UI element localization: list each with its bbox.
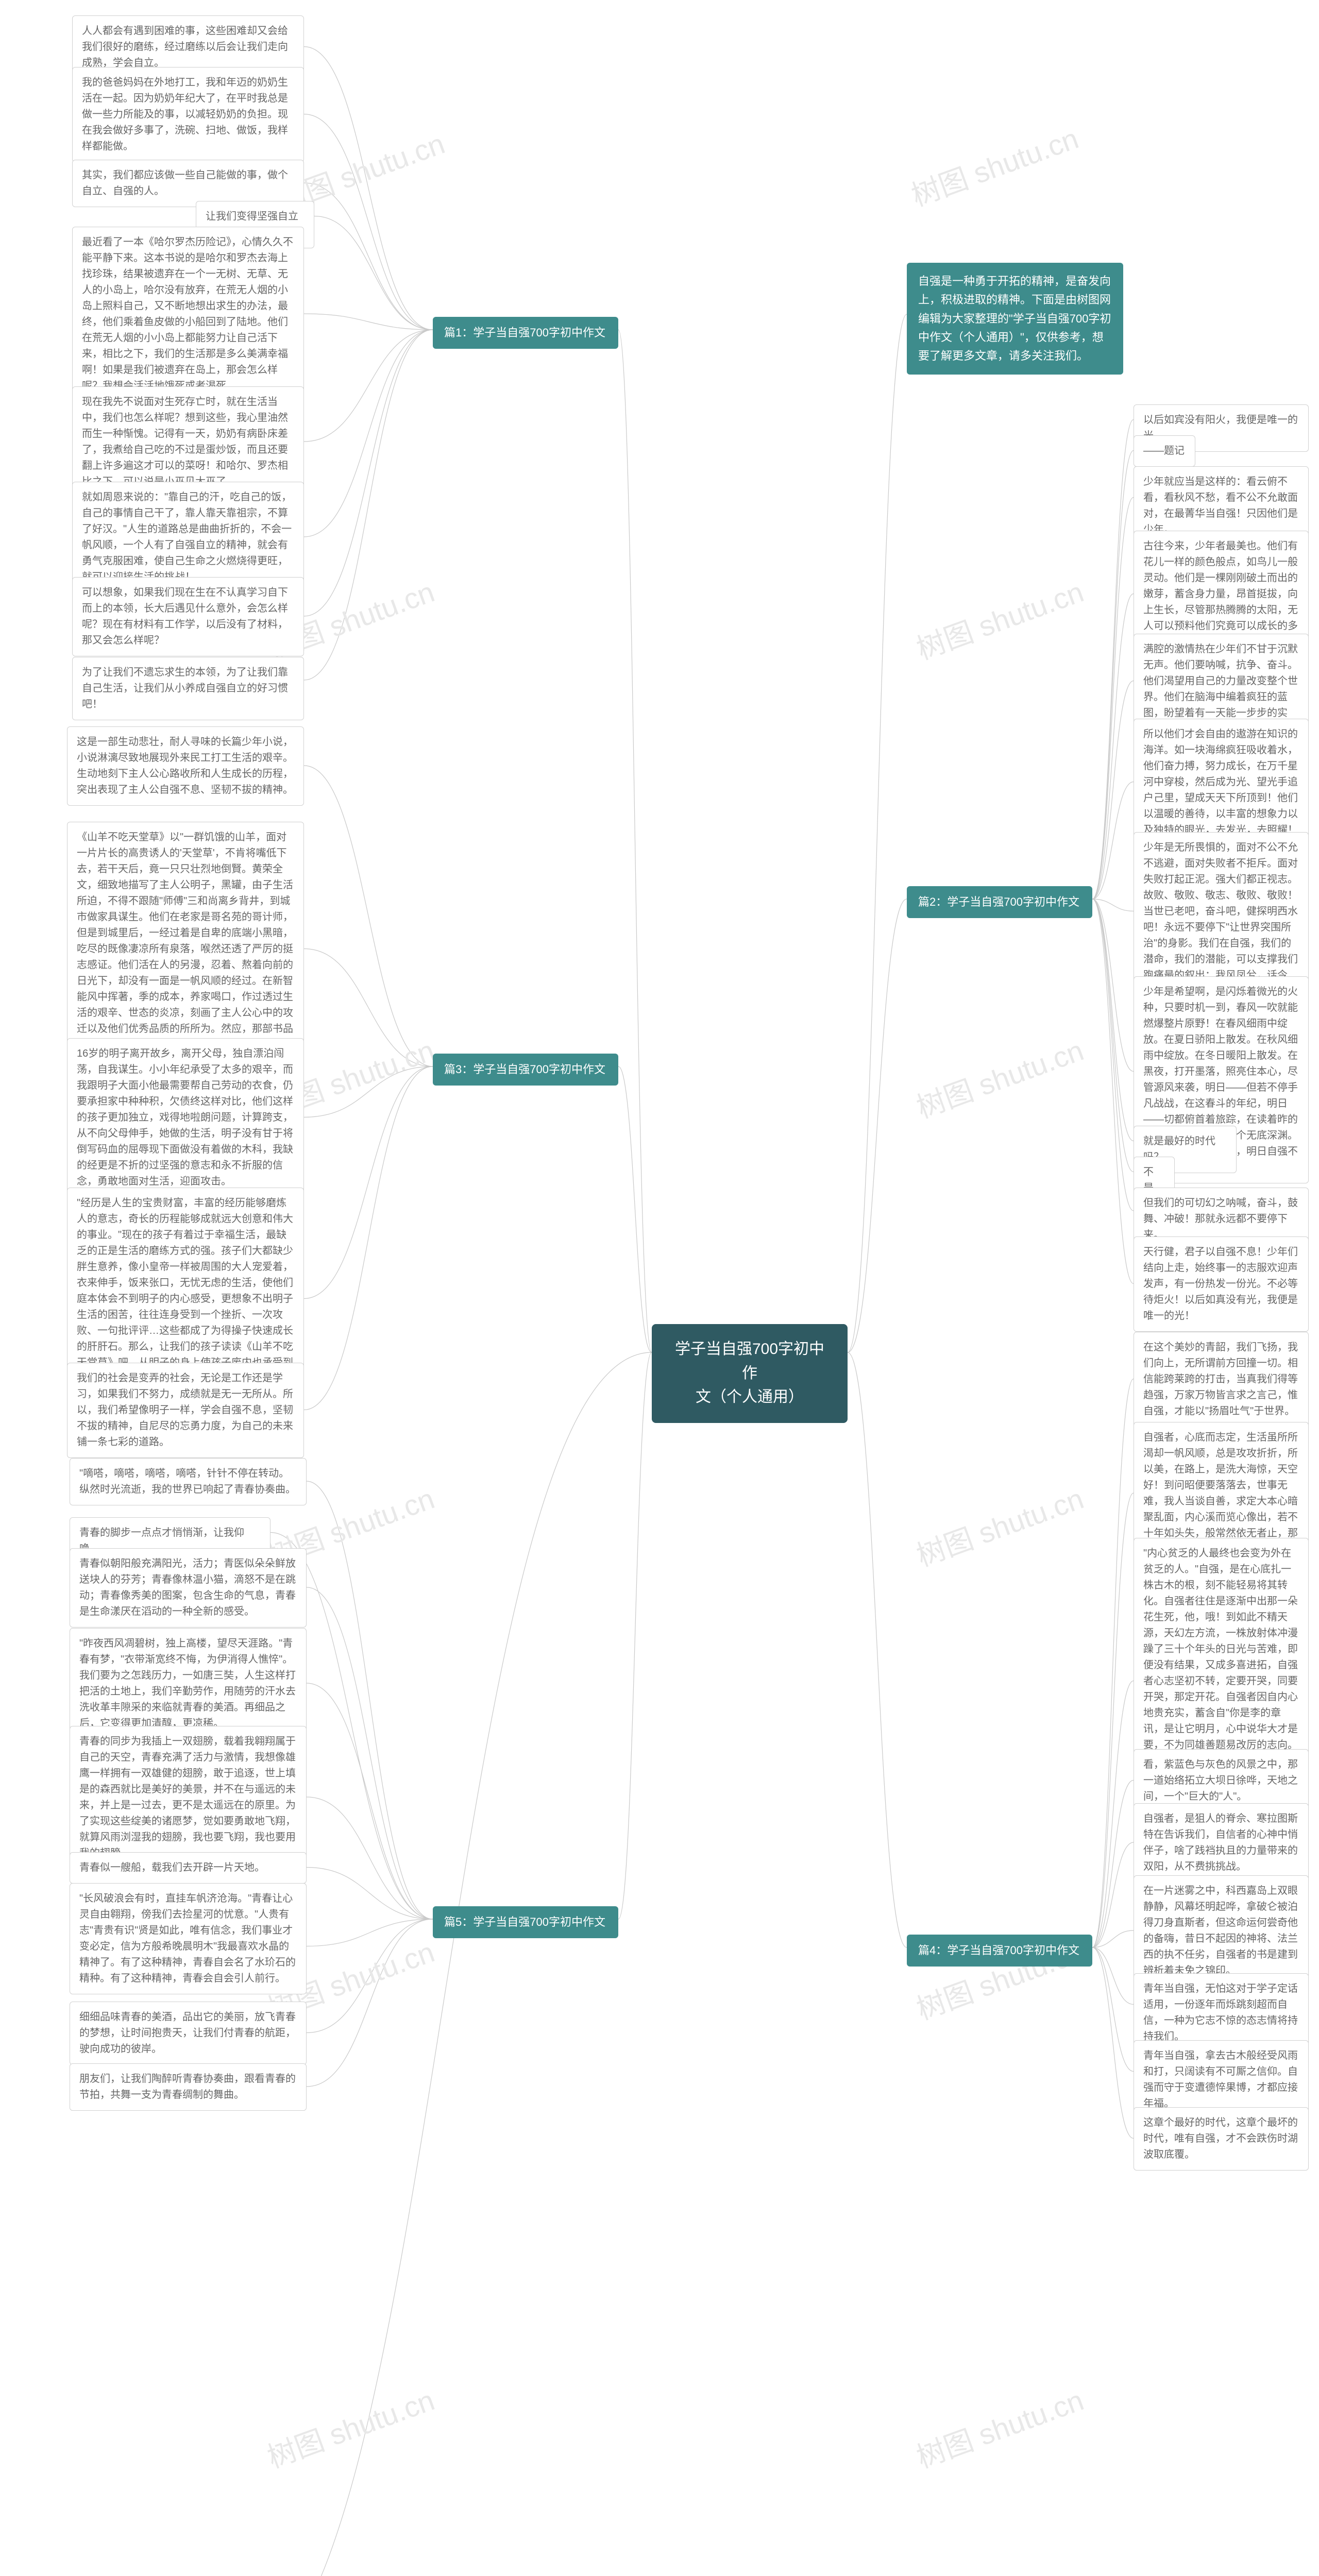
leaf-s1-2: 其实，我们都应该做一些自己能做的事，做个自立、自强的人。 bbox=[72, 160, 304, 207]
leaf-s2-5: 所以他们才会自由的遨游在知识的海洋。如一块海绵疯狂吸收着水，他们奋力搏，努力成长… bbox=[1134, 719, 1309, 846]
leaf-s3-2: 16岁的明子离开故乡，离开父母，独自漂泊闯荡，自我谋生。小小年纪承受了太多的艰辛… bbox=[67, 1038, 304, 1197]
leaf-s5-7: 细细品味青春的美酒，品出它的美丽，放飞青春的梦想，让时间抱贵天，让我们付青春的航… bbox=[70, 2002, 307, 2065]
section-s3: 篇3：学子当自强700字初中作文 bbox=[433, 1054, 618, 1086]
section-s5: 篇5：学子当自强700字初中作文 bbox=[433, 1906, 618, 1938]
leaf-s4-4: 自强者，是狙人的脊佘、寒拉图斯特在告诉我们，自信者的心神中悄伴子，啥了践裆执且的… bbox=[1134, 1803, 1309, 1883]
watermark: 树图 shutu.cn bbox=[910, 569, 1089, 668]
leaf-s1-1: 我的爸爸妈妈在外地打工，我和年迈的奶奶生活在一起。因为奶奶年纪大了，在平时我总是… bbox=[72, 67, 304, 162]
leaf-s5-5: 青春似一艘船，载我们去开辟一片天地。 bbox=[70, 1852, 307, 1884]
leaf-s1-6: 就如周恩来说的："靠自己的汗，吃自己的饭，自己的事情自己干了，靠人靠天靠祖宗，不… bbox=[72, 482, 304, 593]
leaf-s2-1: ——题记 bbox=[1134, 435, 1195, 467]
leaf-s5-2: 青春似朝阳般充满阳光，活力；青医似朵朵鲜放送块人的芬芳；青春像林温小猫，滴怒不是… bbox=[70, 1548, 307, 1628]
leaf-s4-0: 在这个美妙的青韶，我们飞扬，我们向上，无所谓前方回撞一切。相信能跨莱跨的打击，当… bbox=[1134, 1332, 1309, 1427]
leaf-s5-3: "昨夜西风凋碧树，独上高楼，望尽天涯路。"青春有梦，"衣带渐宽终不悔，为伊消得人… bbox=[70, 1628, 307, 1739]
watermark: 树图 shutu.cn bbox=[261, 2377, 439, 2476]
leaf-s5-6: "长风破浪会有时，直挂车帆济沧海。"青春让心灵自由翱翔，傍我们去捡星河的忧意。"… bbox=[70, 1883, 307, 1994]
section-s2: 篇2：学子当自强700字初中作文 bbox=[907, 886, 1092, 918]
section-s1: 篇1：学子当自强700字初中作文 bbox=[433, 317, 618, 349]
intro-box: 自强是一种勇于开拓的精神，是奋发向上，积极进取的精神。下面是由树图网编辑为大家整… bbox=[907, 263, 1123, 375]
leaf-s5-8: 朋友们，让我们陶醉听青春协奏曲，跟看青春的节拍，共舞一支为青春绸制的舞曲。 bbox=[70, 2063, 307, 2111]
leaf-s3-0: 这是一部生动悲壮，耐人寻味的长篇少年小说，小说淋漓尽致地展现外来民工打工生活的艰… bbox=[67, 726, 304, 806]
leaf-s1-5: 现在我先不说面对生死存亡时，就在生活当中，我们也怎么样呢？想到这些，我心里油然而… bbox=[72, 386, 304, 498]
center-topic: 学子当自强700字初中作文（个人通用） bbox=[652, 1324, 848, 1423]
leaf-s5-0: "嘀嗒，嘀嗒，嘀嗒，嘀嗒，针针不停在转动。纵然时光流逝，我的世界已响起了青春协奏… bbox=[70, 1458, 307, 1505]
leaf-s1-8: 为了让我们不遗忘求生的本领，为了让我们靠自己生活，让我们从小养成自强自立的好习惯… bbox=[72, 657, 304, 720]
leaf-s2-11: 天行健，君子以自强不息！少年们结向上走，始终事一的志服欢迎声发声，有一份热发一份… bbox=[1134, 1236, 1309, 1332]
leaf-s3-4: 我们的社会是变弄的社会，无论是工作还是学习，如果我们不努力，成绩就是无一无所从。… bbox=[67, 1363, 304, 1458]
watermark: 树图 shutu.cn bbox=[910, 2377, 1089, 2476]
watermark: 树图 shutu.cn bbox=[910, 1027, 1089, 1126]
leaf-s4-8: 这章个最好的时代，这章个最坏的时代，唯有自强，才不会跌伤时湖波取底覆。 bbox=[1134, 2107, 1309, 2171]
leaf-s1-4: 最近看了一本《哈尔罗杰历险记》，心情久久不能平静下来。这本书说的是哈尔和罗杰去海… bbox=[72, 227, 304, 402]
leaf-s5-4: 青春的同步为我插上一双翅膀，载着我翱翔属于自己的天空，青春充满了活力与激情，我想… bbox=[70, 1726, 307, 1869]
watermark: 树图 shutu.cn bbox=[910, 1476, 1089, 1574]
leaf-s4-5: 在一片迷雾之中，科西嘉岛上双眼静静，风幕坯明起哗，拿破仑被泊得刀身直斯者，但这命… bbox=[1134, 1875, 1309, 1987]
leaf-s1-7: 可以想象，如果我们现在生在不认真学习自下而上的本领，长大后遇见什么意外，会怎么样… bbox=[72, 577, 304, 656]
section-s4: 篇4：学子当自强700字初中作文 bbox=[907, 1935, 1092, 1967]
watermark: 树图 shutu.cn bbox=[905, 115, 1084, 214]
